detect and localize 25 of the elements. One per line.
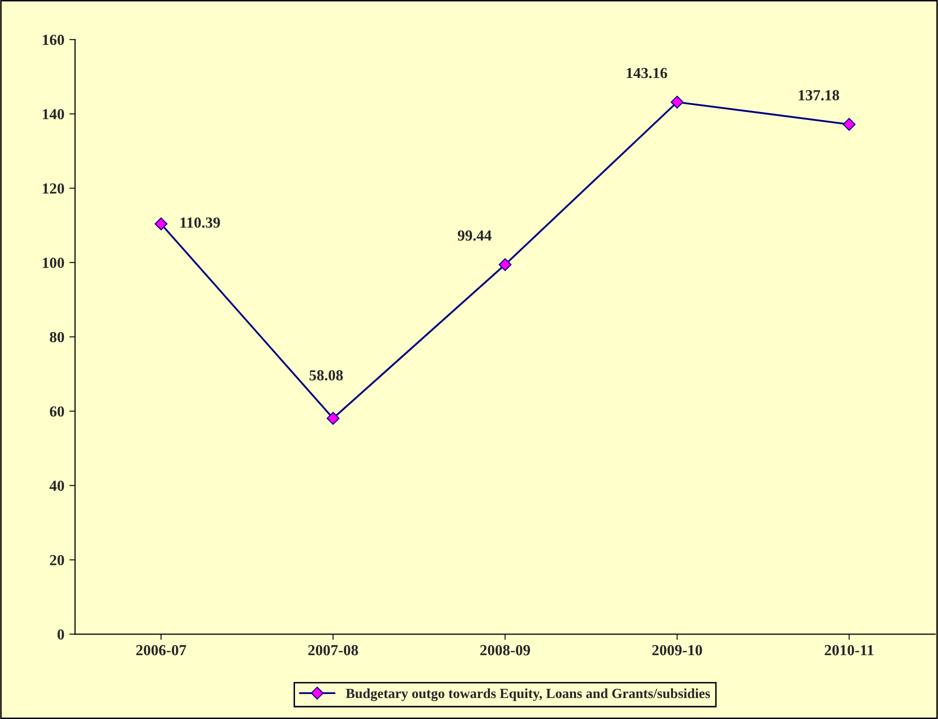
point (154, 218, 168, 230)
y-tick-label: 120 (42, 183, 64, 194)
y-tick-label: 60 (50, 406, 64, 417)
data-label: 58.08 (310, 370, 343, 381)
data-label: 137.18 (798, 90, 840, 100)
point (498, 258, 512, 272)
legend-label: Budgetary outgo towards Equity, Loans and Grants/subsidies (346, 688, 710, 702)
x-tick-label: 2006-07 (136, 645, 186, 656)
y-tick-label: 40 (50, 480, 64, 491)
data-label: 110.39 (180, 217, 220, 228)
x-tick-label: 2009-10 (652, 645, 702, 656)
data-label: 143.16 (626, 68, 668, 78)
x-tick-label: 2007-08 (308, 645, 358, 656)
x-tick-label: 2010-11 (824, 645, 874, 656)
y-tick-label: 160 (42, 34, 64, 45)
point (842, 118, 856, 131)
data-label: 99.44 (458, 230, 492, 241)
point (670, 96, 684, 109)
y-tick-label: 20 (50, 554, 64, 566)
point (326, 412, 340, 425)
y-tick-label: 0 (58, 629, 64, 640)
y-tick-label: 80 (50, 332, 64, 342)
y-tick-label: 140 (42, 109, 64, 120)
y-tick-label: 100 (42, 258, 64, 268)
x-tick-label: 2008-09 (480, 645, 530, 656)
